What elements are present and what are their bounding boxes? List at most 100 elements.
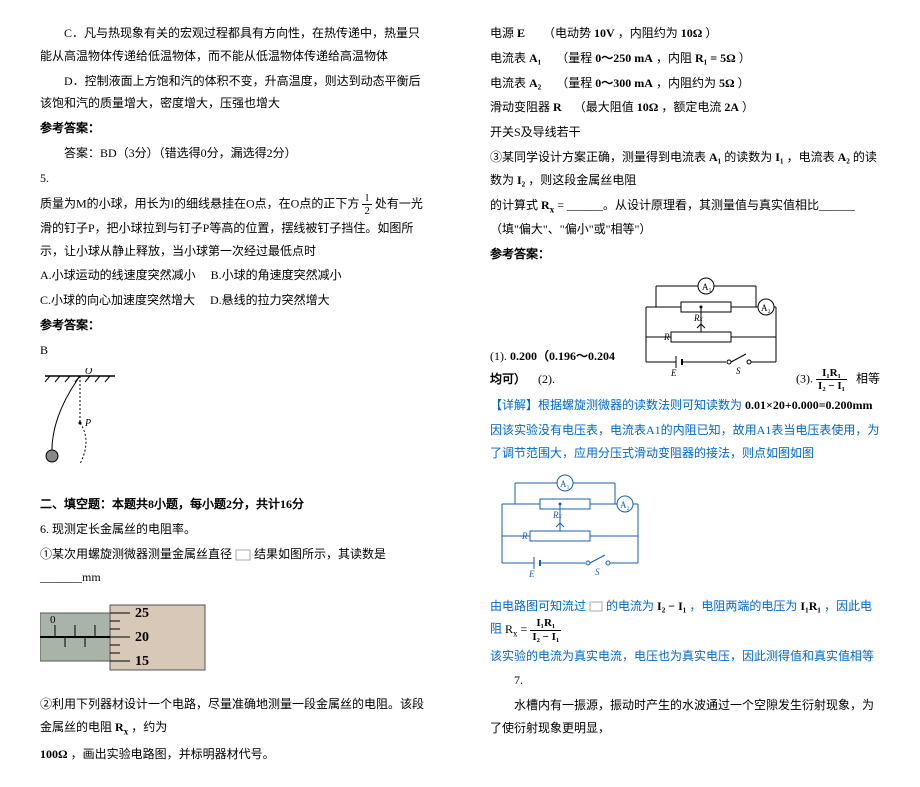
- svg-text:A₂: A₂: [620, 500, 630, 510]
- q5-text-a: 质量为M的小球，用长为l的细线悬挂在O点，在O点的正下方: [40, 196, 359, 210]
- q5-options-row1: A.小球运动的线速度突然减小 B.小球的角速度突然减小: [40, 264, 430, 287]
- item-a1-val: 0～250 mA: [595, 51, 653, 65]
- item-a2-val2: 5Ω: [719, 76, 735, 90]
- expl3-i1r1: I₁R₁: [800, 599, 821, 613]
- svg-text:E: E: [670, 368, 677, 378]
- q5-options-row2: C.小球的向心加速度突然增大 D.悬线的拉力突然增大: [40, 289, 430, 312]
- section-2-title: 二、填空题：本题共8小题，每小题2分，共计16分: [40, 493, 430, 516]
- ans-row: (1). 0.200（0.196～0.204 均可） (2).: [490, 345, 626, 391]
- q6-3a: ③某同学设计方案正确，测量得到电流表: [490, 150, 706, 164]
- item-a2-label: 电流表: [490, 76, 526, 90]
- svg-text:25: 25: [135, 606, 149, 621]
- ans-3-frac: I₁R₁ I₂ − I₁: [816, 367, 847, 392]
- item-e: 电源 E （电动势 10V ，内阻约为 10Ω ）: [490, 22, 880, 45]
- svg-text:A₂: A₂: [761, 303, 771, 313]
- q6-sub3-line2: 的计算式 Rx = ______。从设计原理看，其测量值与真实值相比______…: [490, 194, 880, 241]
- expl3c: ，电阻两端的电压为: [689, 599, 797, 613]
- circuit-diagram-2: A₁ Rx A₂ R E S: [490, 471, 880, 589]
- answer-label-3: 参考答案：: [490, 243, 880, 266]
- q5-opt-d: D.悬线的拉力突然增大: [210, 293, 330, 307]
- item-a1-spec2: ，内阻: [656, 51, 692, 65]
- expl1-text: 【详解】根据螺旋测微器的读数法则可知读数为: [490, 398, 742, 412]
- rx-formula: Rx = I₁R₁ I₂ − I₁: [505, 622, 561, 636]
- explain-4: 该实验的电流为真实电流，电压也为真实电压，因此测得值和真实值相等: [490, 645, 880, 668]
- item-e-tail: ）: [705, 26, 717, 40]
- svg-text:P: P: [84, 418, 91, 429]
- option-c: C．凡与热现象有关的宏观过程都具有方向性，在热传递中，热量只能从高温物体传递给低…: [40, 22, 430, 68]
- item-e-spec: （电动势: [543, 26, 591, 40]
- q6-3b: 的读数为: [724, 150, 772, 164]
- q5-opt-c: C.小球的向心加速度突然增大: [40, 293, 195, 307]
- q5-opt-a: A.小球运动的线速度突然减小: [40, 268, 196, 282]
- q5-answer: B: [40, 339, 430, 362]
- ans-1-label: (1).: [490, 349, 507, 363]
- item-e-spec2: ，内阻约为: [618, 26, 678, 40]
- micrometer-diagram: 0 25 20 15: [40, 595, 430, 688]
- rx-symbol: Rx: [115, 720, 128, 734]
- item-e-sym: E: [517, 26, 525, 40]
- svg-text:O: O: [85, 368, 92, 377]
- q6-sub1-a: ①某次用螺旋测微器测量金属丝直径: [40, 547, 232, 561]
- svg-text:0: 0: [50, 614, 56, 626]
- item-r: 滑动变阻器 R （最大阻值 10Ω ，额定电流 2A ）: [490, 96, 880, 119]
- q7-text: 水槽内有一振源，振动时产生的水波通过一个空隙发生衍射现象，为了使衍射现象更明显，: [490, 694, 880, 740]
- q6-sub2-a: ②利用下列器材设计一个电路，尽量准确地测量一段金属丝的电阻。该段金属丝的电阻: [40, 697, 424, 734]
- item-r-label: 滑动变阻器: [490, 100, 550, 114]
- item-e-label: 电源: [490, 26, 514, 40]
- q5-opt-b: B.小球的角速度突然减小: [211, 268, 342, 282]
- svg-text:Rx: Rx: [552, 510, 563, 520]
- ans-3-tail: 相等: [856, 372, 880, 386]
- item-r-val2: 2A: [724, 100, 739, 114]
- q6-sub3: ③某同学设计方案正确，测量得到电流表 A₁ 的读数为 I₁ ，电流表 A₂ 的读…: [490, 146, 880, 192]
- expl3a: 由电路图可知流过: [490, 599, 586, 613]
- q5-number: 5.: [40, 167, 430, 190]
- ans-3-label: (3).: [796, 372, 813, 386]
- q6-3e: ，则这段金属丝电阻: [528, 173, 636, 187]
- item-a1: 电流表 A₁ （量程 0～250 mA ，内阻 R₁ = 5Ω ）: [490, 47, 880, 70]
- item-e-val2: 10Ω: [681, 26, 703, 40]
- item-r-sym: R: [553, 100, 562, 114]
- answer-label-1: 参考答案：: [40, 117, 430, 140]
- q6-number: 6.: [40, 522, 49, 536]
- item-a2-spec: （量程: [556, 76, 592, 90]
- item-r-spec: （最大阻值: [574, 100, 634, 114]
- rx-eq: Rx: [541, 198, 554, 212]
- sym-i2: I₂: [517, 173, 525, 187]
- pendulum-diagram: O P: [40, 368, 430, 486]
- frac2-num: I₁R₁: [530, 617, 561, 630]
- q7-number: 7.: [490, 669, 880, 692]
- item-r-tail: ）: [742, 100, 754, 114]
- q6-intro: 6. 现测定长金属丝的电阻率。: [40, 518, 430, 541]
- hundred-ohm: 100Ω: [40, 747, 68, 761]
- fraction-l2: l2: [362, 192, 372, 217]
- svg-text:Rx: Rx: [693, 313, 704, 323]
- expl3-i2i1: I₂ − I₁: [657, 599, 686, 613]
- item-a1-sym: A₁: [529, 51, 541, 65]
- q6-sub2: ②利用下列器材设计一个电路，尽量准确地测量一段金属丝的电阻。该段金属丝的电阻 R…: [40, 693, 430, 740]
- item-r-val: 10Ω: [637, 100, 659, 114]
- item-a2-spec2: ，内阻约为: [656, 76, 716, 90]
- frac2-den: I₂ − I₁: [530, 631, 561, 643]
- item-a2-val: 0～300 mA: [595, 76, 653, 90]
- q6-sub2-c: ，画出实验电路图，并标明器材代号。: [71, 747, 275, 761]
- explain-2: 因该实验没有电压表，电流表A1的内阻已知，故用A1表当电压表使用，为了调节范围大…: [490, 419, 880, 465]
- svg-text:S: S: [595, 567, 600, 577]
- answer-1: 答案：BD（3分）（错选得0分，漏选得2分）: [40, 142, 430, 165]
- frac-num: I₁R₁: [816, 367, 847, 380]
- answer-label-2: 参考答案：: [40, 314, 430, 337]
- expl3b: 的电流为: [606, 599, 654, 613]
- frac-den: I₂ − I₁: [816, 380, 847, 392]
- ans-2-label: (2).: [538, 372, 555, 386]
- svg-text:A₁: A₁: [560, 479, 570, 489]
- q6-sub2-line2: 100Ω ，画出实验电路图，并标明器材代号。: [40, 743, 430, 766]
- q6-sub2-b: ，约为: [131, 720, 167, 734]
- sym-a2: A₂: [838, 150, 850, 164]
- ans-3: (3). I₁R₁ I₂ − I₁ 相等: [796, 367, 880, 392]
- svg-text:E: E: [528, 569, 535, 579]
- svg-text:15: 15: [135, 654, 149, 669]
- q6-text: 现测定长金属丝的电阻率。: [52, 522, 196, 536]
- item-r-spec2: ，额定电流: [661, 100, 721, 114]
- sym-a1: A₁: [709, 150, 721, 164]
- sym-i1: I₁: [775, 150, 783, 164]
- svg-text:S: S: [736, 366, 741, 376]
